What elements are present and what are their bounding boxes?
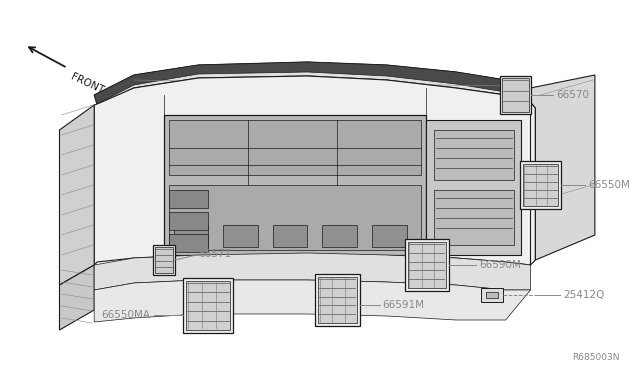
Bar — [435, 130, 513, 180]
Text: R685003N: R685003N — [572, 353, 620, 362]
Polygon shape — [531, 75, 595, 260]
Polygon shape — [60, 105, 94, 285]
Bar — [372, 225, 406, 247]
Bar — [223, 225, 258, 247]
Bar — [322, 225, 357, 247]
Bar — [502, 78, 529, 112]
Bar — [408, 242, 446, 288]
Bar — [173, 225, 208, 247]
Text: 66571: 66571 — [198, 249, 232, 259]
Bar — [168, 120, 421, 175]
Bar — [155, 247, 173, 273]
Bar — [168, 212, 208, 230]
Bar — [404, 239, 449, 291]
Text: 66570: 66570 — [556, 90, 589, 100]
Bar — [318, 277, 357, 323]
Polygon shape — [94, 76, 536, 265]
Polygon shape — [94, 280, 531, 322]
Polygon shape — [94, 62, 536, 105]
Bar — [186, 281, 230, 330]
Text: 66550MA: 66550MA — [102, 310, 150, 320]
Bar — [153, 245, 175, 275]
Polygon shape — [94, 62, 531, 104]
Bar — [184, 278, 233, 333]
Bar — [168, 185, 421, 250]
Polygon shape — [60, 265, 94, 330]
Bar — [316, 274, 360, 326]
Bar — [500, 76, 531, 114]
Text: FRONT: FRONT — [69, 72, 106, 96]
Bar — [522, 164, 558, 206]
Bar — [168, 234, 208, 252]
Polygon shape — [94, 253, 531, 290]
Text: 66590M: 66590M — [479, 260, 521, 270]
Bar — [426, 120, 520, 255]
Bar — [520, 161, 561, 209]
Bar — [481, 288, 502, 302]
Polygon shape — [164, 115, 426, 255]
Bar — [486, 292, 498, 298]
Text: 66550M: 66550M — [588, 180, 630, 190]
Text: 66591M: 66591M — [383, 300, 425, 310]
Bar — [168, 190, 208, 208]
Bar — [435, 190, 513, 245]
Bar — [273, 225, 307, 247]
Text: 25412Q: 25412Q — [563, 290, 605, 300]
